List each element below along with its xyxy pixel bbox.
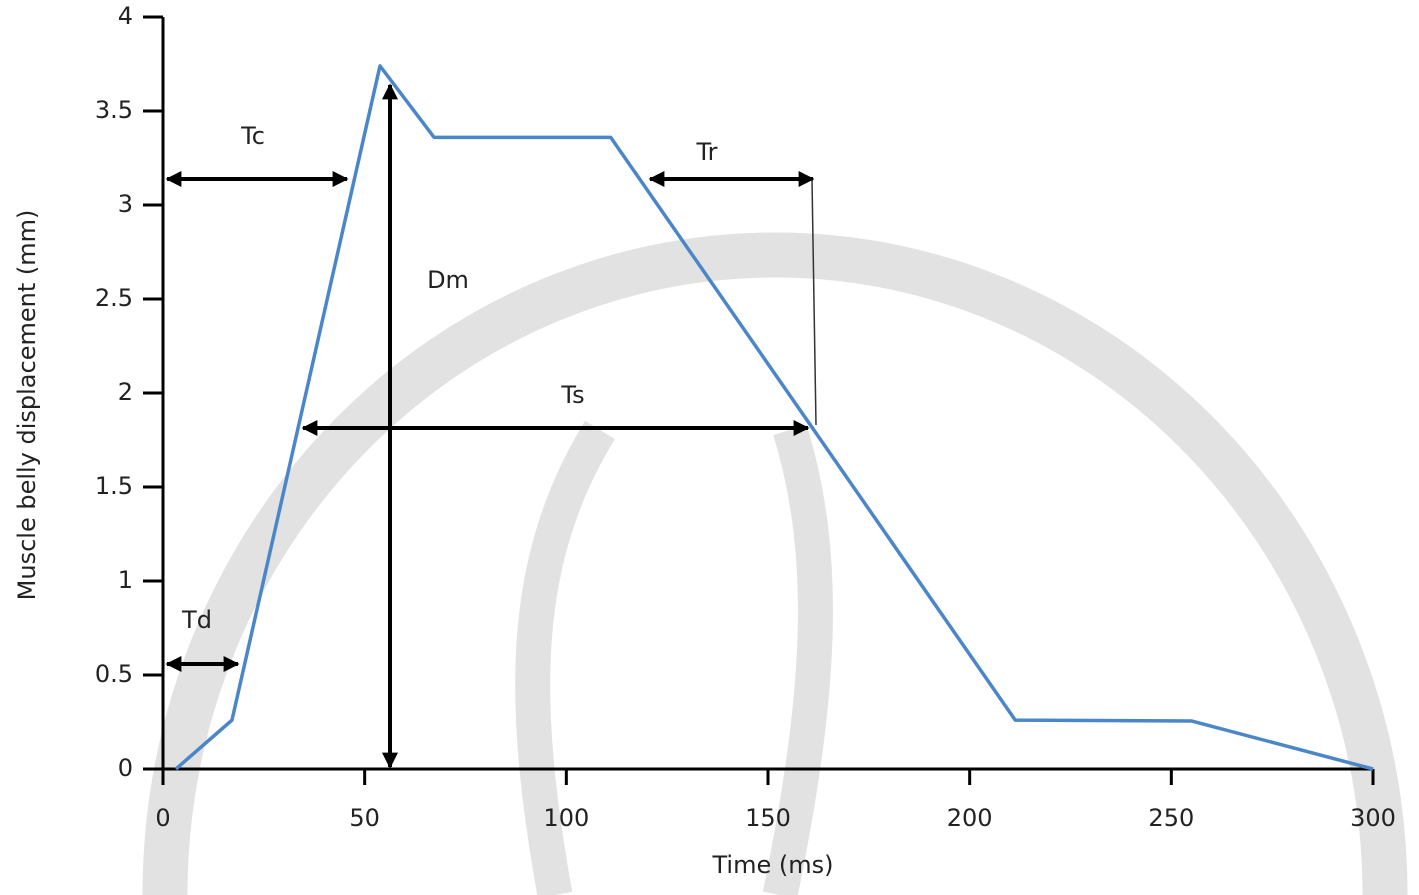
x-tick-label: 50 bbox=[349, 804, 380, 832]
annotation: Tr bbox=[696, 138, 718, 166]
x-tick-label: 100 bbox=[543, 804, 589, 832]
annotation: Tc bbox=[240, 122, 265, 150]
annotation: Dm bbox=[427, 266, 469, 294]
x-tick-label: 150 bbox=[745, 804, 791, 832]
x-tick-label: 300 bbox=[1350, 804, 1396, 832]
y-tick-label: 4 bbox=[118, 2, 133, 30]
data-line bbox=[174, 64, 1374, 771]
y-tick-label: 3.5 bbox=[95, 96, 133, 124]
plot-area: 0 0.5 1 1.5 2 2.5 3 3.5 4 0 50 100 150 200 250 300 bbox=[95, 2, 1396, 832]
x-axis-title: Time (ms) bbox=[712, 851, 834, 879]
y-tick-label: 2.5 bbox=[95, 284, 133, 312]
y-tick-label: 2 bbox=[118, 378, 133, 406]
watermark bbox=[142, 232, 1408, 895]
y-axis-title: Muscle belly displacement (mm) bbox=[13, 210, 41, 601]
y-tick-label: 3 bbox=[118, 190, 133, 218]
y-tick-label: 0.5 bbox=[95, 660, 133, 688]
tr-guide bbox=[811, 179, 817, 426]
y-tick-label: 1.5 bbox=[95, 472, 133, 500]
y-tick-label: 1 bbox=[118, 566, 133, 594]
annotation: Td bbox=[181, 606, 212, 634]
x-tick-label: 250 bbox=[1148, 804, 1194, 832]
x-tick-label: 200 bbox=[947, 804, 993, 832]
y-tick-label: 0 bbox=[118, 754, 133, 782]
annotations: Tc Td Dm Ts Tr bbox=[165, 83, 817, 769]
annotation: Ts bbox=[560, 381, 584, 409]
x-tick-label: 0 bbox=[155, 804, 170, 832]
